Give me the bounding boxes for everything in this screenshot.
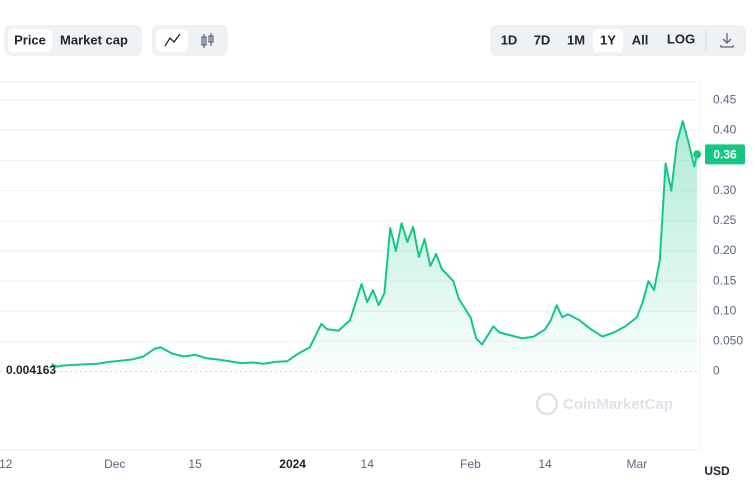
x-tick-label: 2024: [279, 457, 306, 471]
range-button[interactable]: 1M: [567, 32, 585, 47]
x-tick-label: Feb: [460, 457, 481, 471]
candle-icon[interactable]: [201, 33, 214, 48]
price-line: [51, 120, 699, 368]
tab-active-bg: [8, 29, 52, 52]
y-tick-label: 0.45: [713, 92, 737, 106]
line-icon: [164, 33, 181, 47]
area: [51, 121, 698, 372]
x-tick-label: 12: [0, 457, 13, 471]
tab-button[interactable]: Market cap: [60, 32, 128, 47]
y-tick-label: 0.30: [713, 183, 737, 197]
download-icon[interactable]: [720, 33, 734, 48]
range-button[interactable]: 1D: [501, 32, 518, 47]
last-point: [693, 150, 702, 159]
x-tick-label: 14: [538, 457, 552, 471]
y-tick-label: 0: [713, 364, 720, 378]
tab-button[interactable]: Price: [14, 32, 46, 47]
range-button[interactable]: 7D: [534, 32, 551, 47]
currency-label: USD: [704, 464, 730, 478]
low-label: 0.004163: [6, 363, 56, 377]
watermark-text: CoinMarketCap: [563, 396, 673, 413]
x-tick-label: 14: [361, 457, 375, 471]
y-tick-label: 0.050: [713, 334, 743, 348]
x-tick-label: 15: [188, 457, 202, 471]
x-tick-label: Dec: [104, 457, 125, 471]
range-button[interactable]: All: [632, 32, 649, 47]
y-tick-label: 0.10: [713, 303, 737, 317]
price-badge-label: 0.36: [713, 148, 737, 162]
watermark: CoinMarketCap: [535, 392, 673, 416]
y-tick-label: 0.25: [713, 213, 737, 227]
price-badge: [705, 144, 745, 165]
range-button[interactable]: 1Y: [600, 32, 616, 47]
y-tick-label: 0.40: [713, 122, 737, 136]
y-tick-label: 0.20: [713, 243, 737, 257]
log-button[interactable]: LOG: [667, 31, 695, 46]
y-tick-label: 0.15: [713, 273, 737, 287]
range-active-bg: [593, 29, 623, 52]
x-tick-label: Mar: [627, 457, 648, 471]
